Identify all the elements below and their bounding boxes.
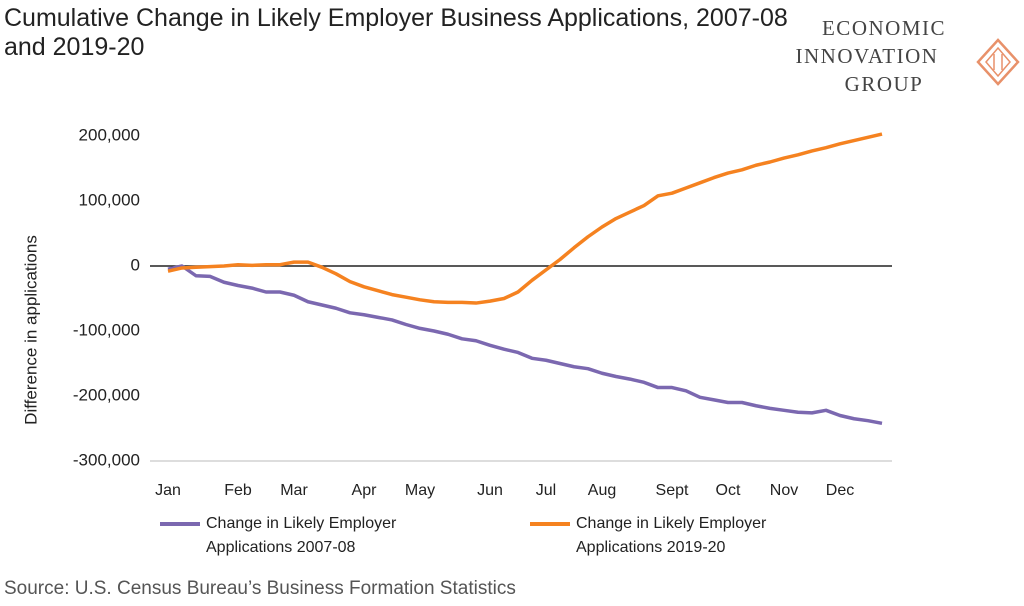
- logo-mark: [976, 38, 1020, 86]
- x-tick-label: Aug: [588, 482, 616, 499]
- x-tick-label: Sept: [656, 482, 689, 499]
- y-tick-label: 100,000: [79, 190, 140, 209]
- y-tick-label: -100,000: [73, 320, 140, 339]
- x-tick-label: Apr: [352, 482, 378, 499]
- y-tick-label: -200,000: [73, 385, 140, 404]
- legend-label: Change in Likely Employer Applications 2…: [576, 515, 767, 556]
- logo-line: INNOVATION: [795, 44, 939, 68]
- legend-item: Change in Likely Employer Applications 2…: [530, 512, 791, 560]
- x-tick-label: Jul: [536, 482, 556, 499]
- series-line: [167, 264, 883, 426]
- x-tick-label: Jan: [155, 482, 181, 499]
- logo-line: ECONOMIC: [821, 16, 946, 40]
- x-tick-label: Feb: [224, 482, 252, 499]
- x-tick-label: Oct: [716, 482, 741, 499]
- y-tick-label: -300,000: [73, 450, 140, 469]
- legend: Change in Likely Employer Applications 2…: [160, 512, 900, 564]
- source: Source: U.S. Census Bureau’s Business Fo…: [4, 578, 516, 599]
- x-tick-label: Dec: [826, 482, 854, 499]
- legend-swatch: [530, 522, 570, 526]
- y-axis-label: Difference in applications: [21, 235, 40, 425]
- series-line: [167, 132, 883, 305]
- x-tick-label: May: [405, 482, 435, 499]
- x-tick-label: Jun: [477, 482, 503, 499]
- x-tick-label: Mar: [280, 482, 308, 499]
- chart-title: Cumulative Change in Likely Employer Bus…: [4, 4, 788, 61]
- y-tick-label: 200,000: [79, 125, 140, 144]
- legend-label: Change in Likely Employer Applications 2…: [206, 515, 397, 556]
- legend-item: Change in Likely Employer Applications 2…: [160, 512, 421, 560]
- x-tick-label: Nov: [770, 482, 798, 499]
- legend-swatch: [160, 522, 200, 526]
- logo-line: GROUP: [844, 72, 924, 96]
- y-tick-label: 0: [131, 255, 140, 274]
- logo: ECONOMIC INNOVATION GROUP: [786, 14, 982, 98]
